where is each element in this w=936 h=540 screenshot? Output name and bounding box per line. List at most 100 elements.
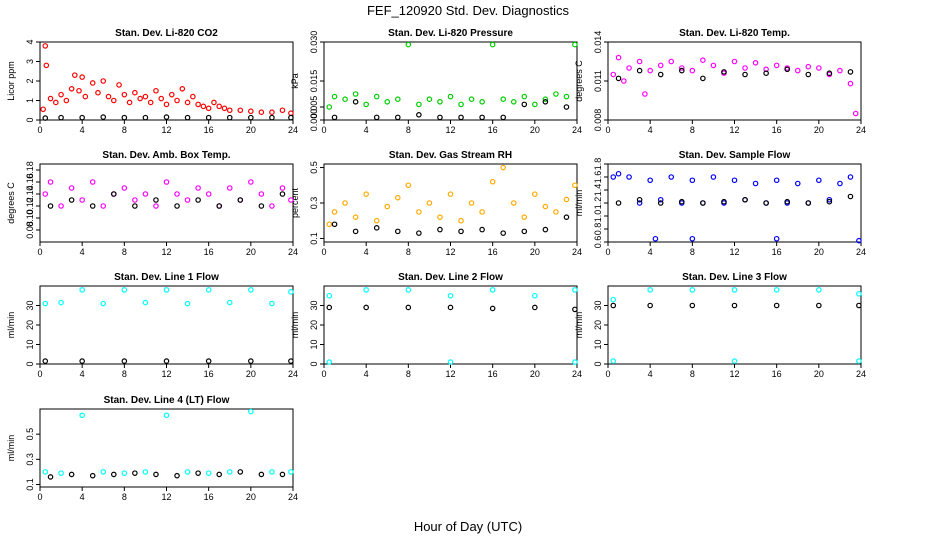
x-tick-label: 4 (648, 125, 653, 135)
x-tick-label: 8 (122, 492, 127, 502)
data-point (447, 93, 454, 100)
y-tick-label: 0.14 (25, 185, 35, 203)
data-point (288, 110, 294, 116)
data-point (405, 287, 412, 293)
x-tick-label: 16 (772, 125, 782, 135)
data-point (532, 304, 538, 311)
data-point (126, 99, 133, 106)
data-point (195, 470, 201, 476)
x-tick-label: 16 (204, 492, 214, 502)
y-tick-label: 0.6 (593, 236, 603, 249)
data-point (205, 470, 212, 476)
data-point (288, 114, 294, 121)
panel-7: Stan. Dev. Line 1 Flow 0 4 8 12 16 20 24 0 10 20 30… (6, 272, 298, 379)
data-point (615, 200, 622, 206)
data-point (805, 63, 812, 70)
y-tick-label: 3 (25, 59, 35, 64)
x-tick-label: 8 (122, 369, 127, 379)
y-tick-label: 1.4 (593, 184, 603, 197)
data-point (710, 62, 717, 69)
data-point (657, 200, 664, 206)
x-tick-label: 24 (288, 125, 298, 135)
data-point (636, 67, 643, 74)
y-tick-label: 1.0 (593, 210, 603, 223)
panel-title: Stan. Dev. Gas Stream RH (389, 150, 512, 161)
x-tick-label: 24 (288, 369, 298, 379)
figure-title: FEF_120920 Std. Dev. Diagnostics (367, 3, 570, 18)
data-point (226, 185, 233, 191)
y-tick-label: 0.5 (309, 161, 319, 174)
y-tick-label: 0.08 (25, 221, 35, 239)
data-point (248, 287, 254, 293)
data-point (489, 305, 496, 312)
data-point (142, 191, 149, 197)
data-point (82, 93, 89, 100)
x-tick-label: 8 (406, 125, 411, 135)
data-point (216, 203, 223, 209)
data-point (205, 105, 212, 112)
data-point (773, 302, 780, 309)
data-point (500, 114, 507, 121)
data-point (352, 228, 359, 235)
data-point (237, 107, 244, 114)
data-point (479, 226, 485, 233)
data-point (615, 170, 622, 177)
data-point (158, 95, 165, 102)
y-axis-label: ml/min (574, 190, 584, 217)
data-point (521, 93, 528, 100)
data-point (184, 300, 191, 307)
data-point (773, 235, 780, 242)
y-tick-label: 0.005 (309, 96, 319, 119)
data-point (288, 289, 294, 295)
data-point (248, 108, 254, 115)
data-point (89, 203, 96, 209)
data-point (426, 96, 433, 103)
data-point (384, 203, 391, 210)
data-point (184, 99, 191, 106)
data-point (572, 41, 578, 48)
x-tick-label: 0 (37, 247, 42, 257)
data-point (458, 228, 464, 235)
y-tick-label: 0.5 (25, 428, 35, 441)
x-tick-label: 12 (729, 369, 739, 379)
y-axis-label: degrees C (6, 182, 16, 224)
y-tick-label: 0 (593, 361, 603, 366)
data-point (856, 237, 862, 244)
panel-title: Stan. Dev. Line 4 (LT) Flow (104, 395, 230, 406)
data-point (847, 69, 854, 75)
data-point (195, 101, 201, 108)
data-point (615, 54, 622, 61)
data-point (216, 471, 223, 478)
x-tick-label: 4 (364, 125, 369, 135)
y-tick-label: 0 (309, 361, 319, 366)
data-point (279, 185, 286, 191)
y-tick-label: 10 (309, 339, 319, 349)
y-axis-label: Licor ppm (6, 61, 16, 101)
data-point (521, 214, 528, 220)
panel-title: Stan. Dev. Li-820 Pressure (388, 28, 513, 39)
data-point (610, 296, 617, 303)
data-point (847, 193, 854, 200)
x-tick-label: 20 (530, 247, 540, 257)
x-tick-label: 8 (406, 369, 411, 379)
x-tick-label: 20 (246, 247, 256, 257)
x-tick-label: 4 (80, 492, 85, 502)
y-axis-label: kPa (290, 73, 300, 89)
x-tick-label: 8 (406, 247, 411, 257)
data-point (468, 96, 475, 103)
data-point (68, 86, 75, 92)
data-point (363, 191, 369, 197)
data-point (195, 197, 201, 203)
data-point (852, 110, 859, 117)
data-point (794, 180, 801, 187)
data-point (773, 177, 780, 184)
x-tick-label: 20 (814, 247, 824, 257)
data-point (352, 91, 359, 97)
data-point (47, 95, 54, 102)
data-point (153, 471, 159, 478)
data-point (847, 174, 854, 180)
plot-frame (39, 408, 294, 488)
data-point (163, 358, 170, 364)
y-tick-label: 20 (309, 320, 319, 330)
